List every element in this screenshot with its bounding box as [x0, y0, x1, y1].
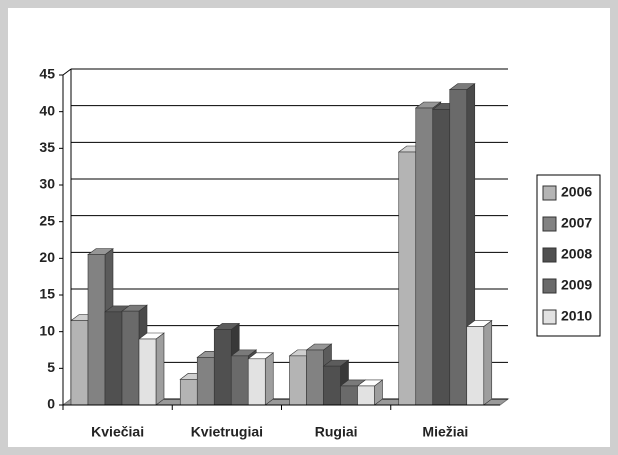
- y-tick-label: 45: [39, 66, 55, 82]
- legend-label: 2007: [561, 215, 592, 231]
- bar-side: [155, 332, 165, 406]
- bar: [179, 379, 198, 406]
- y-tick-label: 35: [39, 139, 55, 155]
- bar: [104, 311, 123, 406]
- y-tick-label: 10: [39, 322, 55, 338]
- bar: [213, 329, 232, 406]
- bar: [289, 355, 307, 406]
- legend-swatch: [542, 185, 557, 201]
- bar: [357, 385, 375, 406]
- bar: [415, 107, 434, 406]
- x-tick-label: Kvietrugiai: [191, 424, 263, 440]
- bar: [432, 109, 451, 406]
- legend-swatch: [542, 309, 557, 325]
- legend-label: 2006: [561, 184, 592, 200]
- legend-swatch: [542, 247, 557, 263]
- x-tick-label: Kviečiai: [91, 424, 144, 440]
- bar-side: [264, 352, 274, 406]
- y-tick-label: 30: [39, 176, 55, 192]
- y-tick-label: 0: [47, 396, 55, 412]
- legend-swatch: [542, 278, 557, 294]
- bar: [230, 355, 249, 406]
- bar: [138, 338, 157, 406]
- y-tick-label: 15: [39, 286, 55, 302]
- y-tick-label: 25: [39, 212, 55, 228]
- bar: [87, 254, 106, 406]
- bar: [449, 89, 468, 406]
- bar: [196, 357, 215, 406]
- bar: [306, 349, 324, 406]
- bar: [398, 151, 417, 406]
- bar-side: [483, 319, 493, 406]
- legend-label: 2010: [561, 308, 592, 324]
- y-tick-label: 20: [39, 249, 55, 265]
- legend-label: 2008: [561, 246, 592, 262]
- legend-label: 2009: [561, 277, 592, 293]
- bar: [247, 358, 266, 406]
- y-axis-join: [62, 68, 72, 76]
- bar: [466, 326, 485, 406]
- y-tick-label: 40: [39, 102, 55, 118]
- x-tick-label: Miežiai: [422, 424, 468, 440]
- bar: [70, 320, 89, 406]
- bar: [323, 365, 341, 406]
- legend-swatch: [542, 216, 557, 232]
- y-tick-label: 5: [47, 359, 55, 375]
- bar: [121, 310, 140, 406]
- bar: [340, 385, 358, 406]
- x-tick-label: Rugiai: [315, 424, 358, 440]
